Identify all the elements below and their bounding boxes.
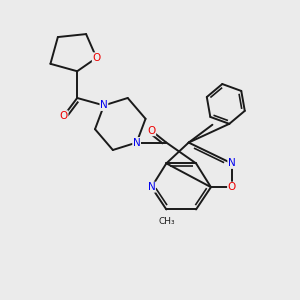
Text: N: N	[133, 138, 140, 148]
Text: O: O	[60, 111, 68, 121]
Text: O: O	[228, 182, 236, 192]
Text: CH₃: CH₃	[158, 218, 175, 226]
Text: N: N	[100, 100, 108, 110]
Text: O: O	[147, 126, 156, 136]
Text: N: N	[228, 158, 236, 168]
Text: O: O	[92, 53, 101, 63]
Text: N: N	[148, 182, 155, 192]
